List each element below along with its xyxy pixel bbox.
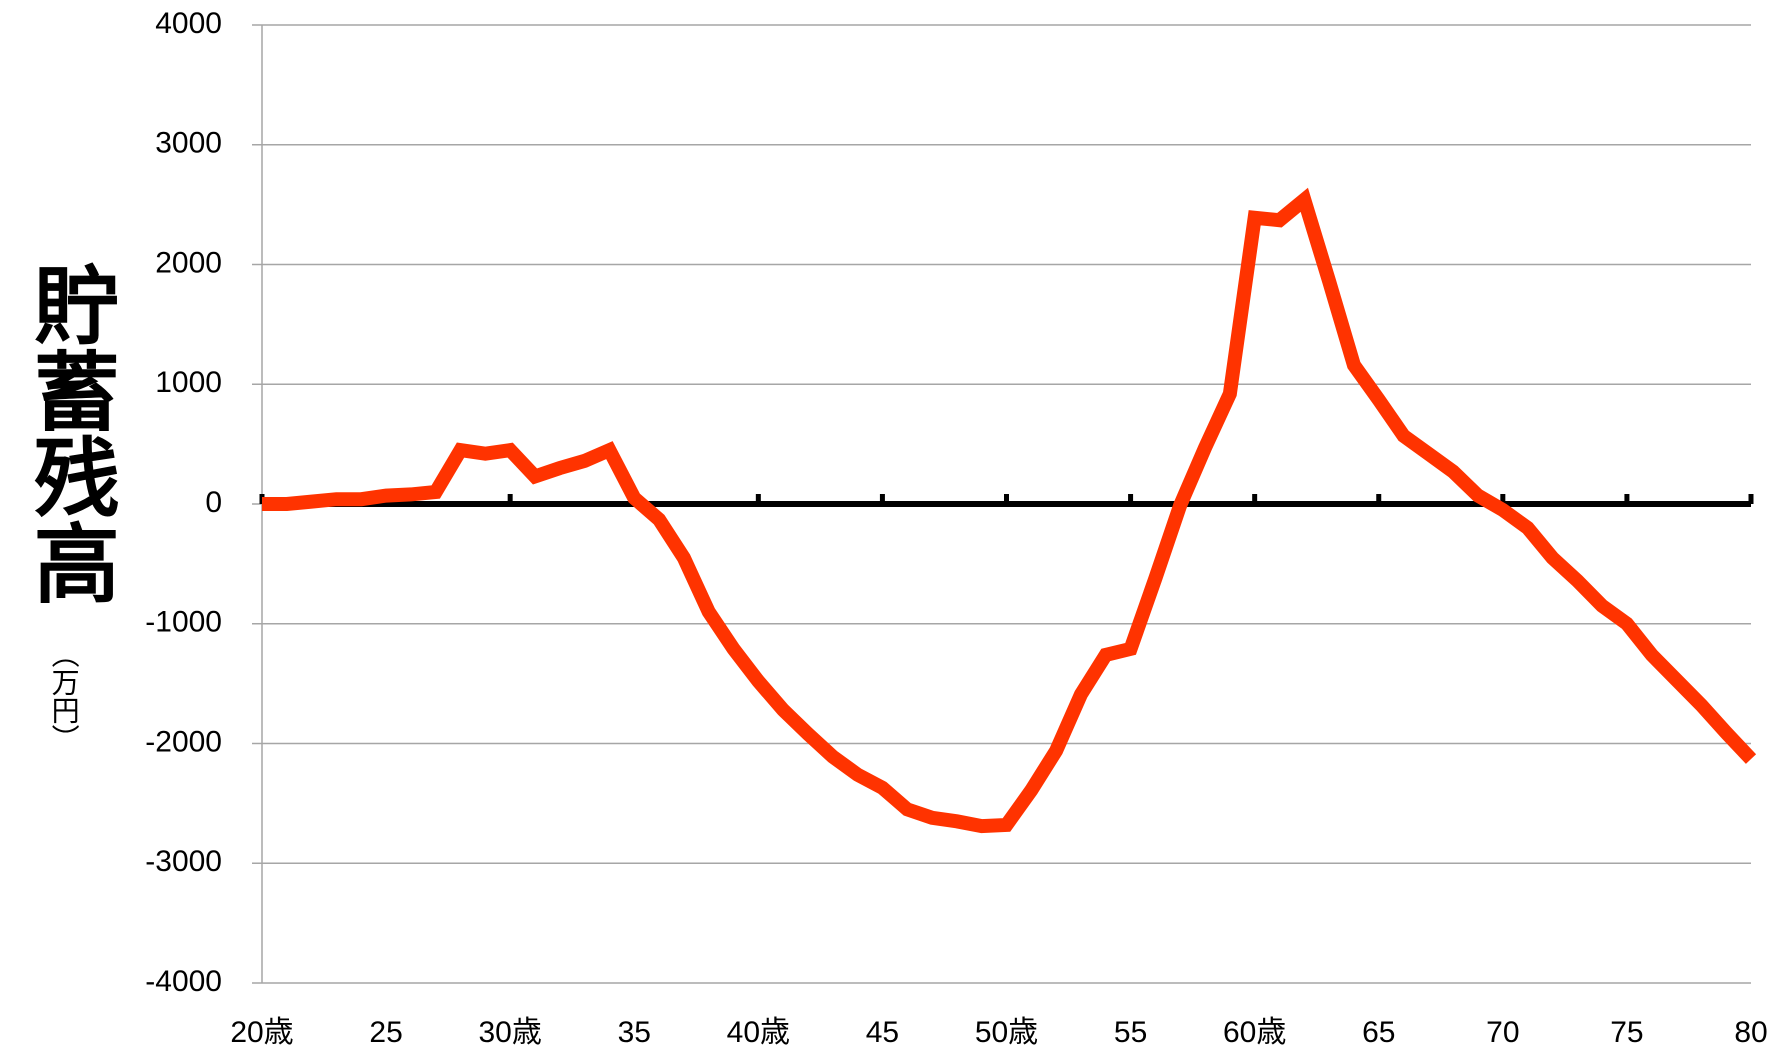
y-tick-label: -4000 bbox=[145, 965, 222, 998]
x-tick-label: 70 bbox=[1486, 1016, 1519, 1049]
y-tick-label: -1000 bbox=[145, 606, 222, 639]
data-line bbox=[262, 187, 1757, 834]
y-tick-label: 1000 bbox=[155, 366, 222, 399]
x-tick-label: 75 bbox=[1610, 1016, 1643, 1049]
y-tick-label: 4000 bbox=[155, 7, 222, 40]
y-axis-unit: （万円） bbox=[49, 640, 80, 752]
y-tick-label: 3000 bbox=[155, 127, 222, 160]
x-tick-label: 25 bbox=[369, 1016, 402, 1049]
y-tick-label: -3000 bbox=[145, 845, 222, 878]
y-tick-label: 0 bbox=[205, 486, 222, 519]
x-tick-label: 35 bbox=[618, 1016, 651, 1049]
y-axis-label: 貯蓄残高 bbox=[20, 261, 119, 605]
x-tick-label: 40歳 bbox=[727, 1016, 790, 1049]
x-tick-label: 30歳 bbox=[478, 1016, 541, 1049]
x-tick-label: 65 bbox=[1362, 1016, 1395, 1049]
x-tick-label: 20歳 bbox=[230, 1016, 293, 1049]
x-tick-label: 55 bbox=[1114, 1016, 1147, 1049]
x-tick-label: 80 bbox=[1734, 1016, 1767, 1049]
x-tick-label: 50歳 bbox=[975, 1016, 1038, 1049]
y-tick-label: -2000 bbox=[145, 725, 222, 758]
y-tick-label: 2000 bbox=[155, 246, 222, 279]
x-tick-label: 60歳 bbox=[1223, 1016, 1286, 1049]
x-tick-label: 45 bbox=[866, 1016, 899, 1049]
